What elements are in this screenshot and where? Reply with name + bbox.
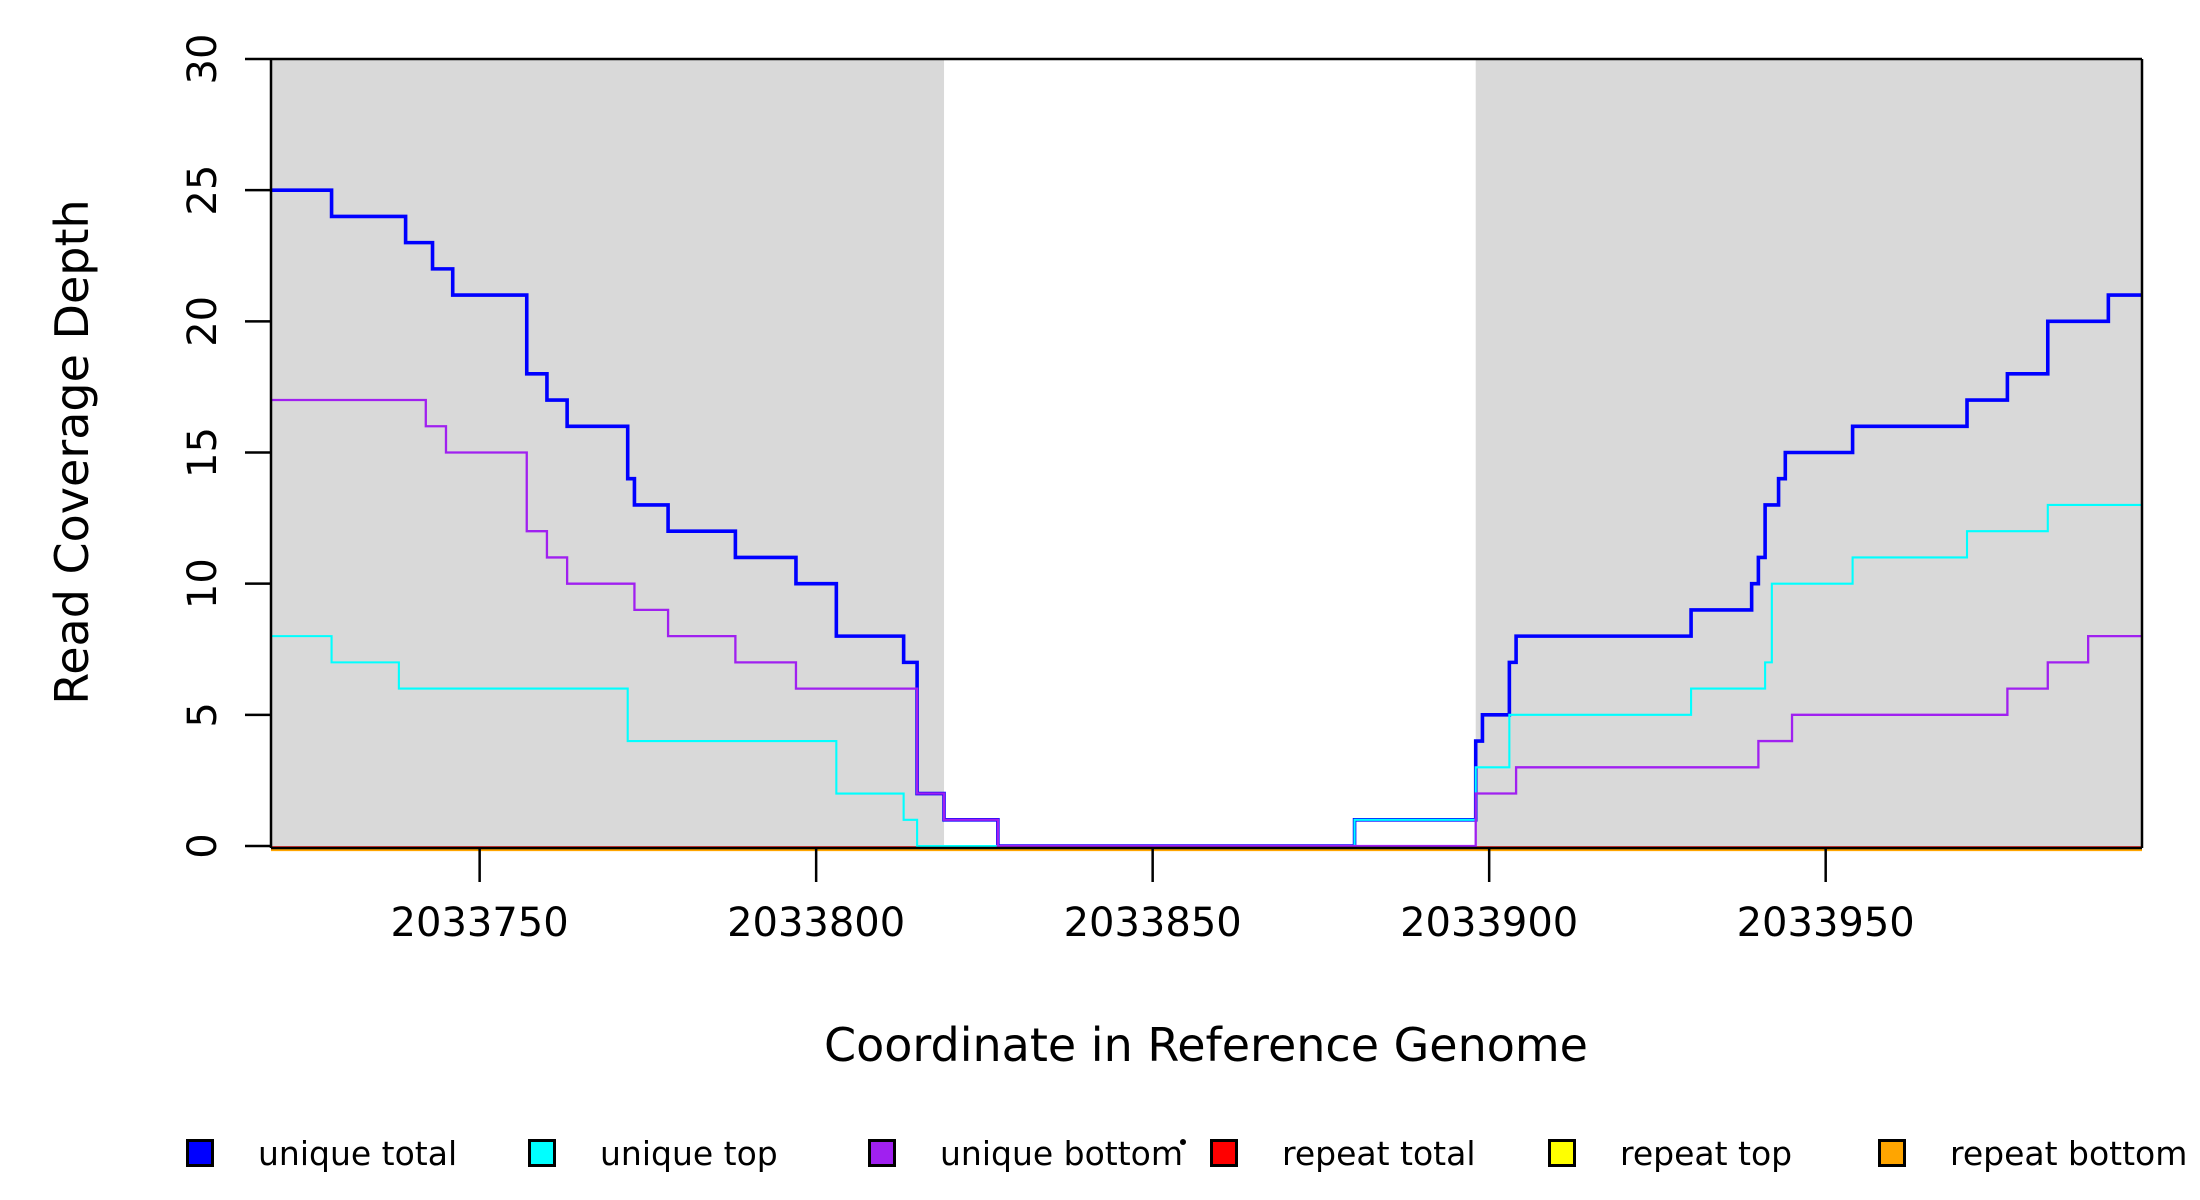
legend-swatch [1548,1139,1576,1167]
legend-swatch [1210,1139,1238,1167]
y-tick-label: 0 [180,833,226,858]
stray-dot-mark [1180,1139,1186,1145]
y-tick-label: 15 [180,427,226,478]
legend-item-unique-bottom: unique bottom [868,1133,1184,1173]
y-tick-label: 10 [180,558,226,609]
legend-label: repeat bottom [1950,1133,2188,1173]
legend-label: unique total [258,1133,458,1173]
legend-item-unique-top: unique top [528,1133,778,1173]
legend-swatch [868,1139,896,1167]
x-axis-title: Coordinate in Reference Genome [824,1018,1588,1072]
legend-item-repeat-top: repeat top [1548,1133,1793,1173]
x-tick-label: 2033750 [391,900,569,946]
legend-item-repeat-bottom: repeat bottom [1878,1133,2188,1173]
y-tick-label: 5 [180,702,226,727]
legend-label: unique bottom [940,1133,1184,1173]
x-tick-label: 2033850 [1064,900,1242,946]
series-line-unique-bottom [271,398,2142,848]
legend-swatch [528,1139,556,1167]
legend-label: unique top [600,1133,778,1173]
x-tick-label: 2033950 [1737,900,1915,946]
y-axis-title: Read Coverage Depth [45,199,99,705]
legend-swatch [186,1139,214,1167]
x-tick-label: 2033900 [1400,900,1578,946]
legend-item-repeat-total: repeat total [1210,1133,1476,1173]
legend-label: repeat top [1620,1133,1793,1173]
legend-item-unique-total: unique total [186,1133,458,1173]
y-tick-label: 25 [180,165,226,216]
y-tick-label: 20 [180,296,226,347]
shaded-region [271,59,945,847]
legend-swatch [1878,1139,1906,1167]
legend-label: repeat total [1282,1133,1476,1173]
y-tick-label: 30 [180,34,226,85]
x-tick-label: 2033800 [727,900,905,946]
